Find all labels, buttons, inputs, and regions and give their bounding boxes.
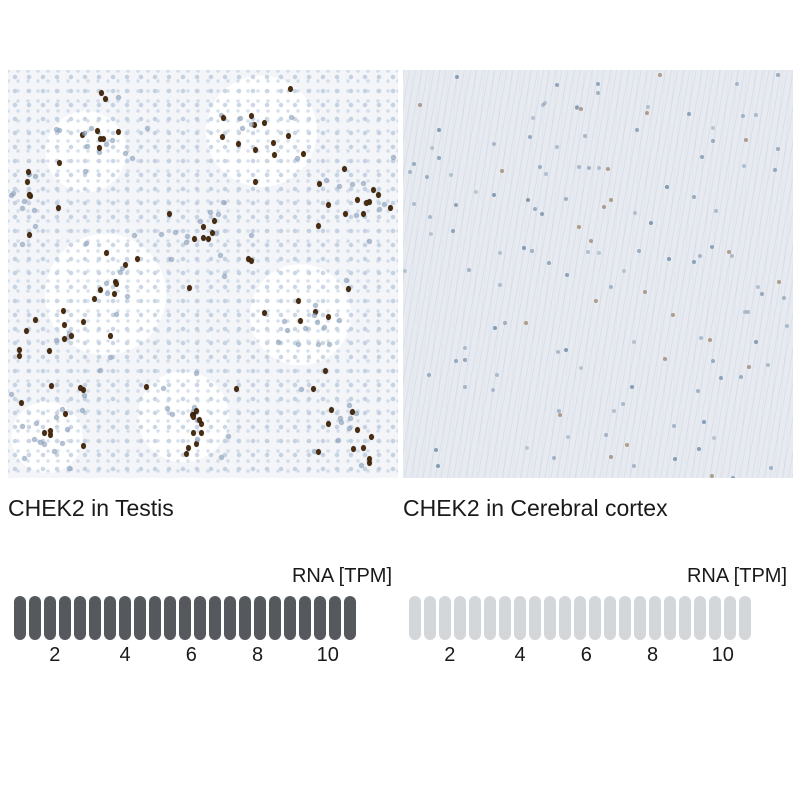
tpm-tick-testis-4: 4 xyxy=(119,644,130,667)
tpm-pill-testis-18[interactable] xyxy=(284,596,296,640)
tpm-pill-cerebral_cortex-18[interactable] xyxy=(679,596,691,640)
tpm-pill-testis-5[interactable] xyxy=(89,596,101,640)
tpm-pill-cerebral_cortex-20[interactable] xyxy=(709,596,721,640)
tpm-pill-testis-21[interactable] xyxy=(329,596,341,640)
tpm-pill-testis-22[interactable] xyxy=(344,596,356,640)
tpm-pill-testis-10[interactable] xyxy=(164,596,176,640)
tpm-pill-testis-17[interactable] xyxy=(269,596,281,640)
tpm-pill-testis-7[interactable] xyxy=(119,596,131,640)
tpm-pill-cerebral_cortex-21[interactable] xyxy=(724,596,736,640)
tpm-pill-testis-20[interactable] xyxy=(314,596,326,640)
tpm-pill-cerebral_cortex-15[interactable] xyxy=(634,596,646,640)
tpm-tick-labels-cortex: 2 4 6 8 10 xyxy=(403,644,793,670)
rna-tpm-block-cortex: RNA [TPM] 2 4 6 8 10 xyxy=(403,565,793,670)
tpm-pill-testis-16[interactable] xyxy=(254,596,266,640)
tpm-pill-testis-3[interactable] xyxy=(59,596,71,640)
rna-tpm-block-testis: RNA [TPM] 2 4 6 8 10 xyxy=(8,565,398,670)
tpm-pill-testis-4[interactable] xyxy=(74,596,86,640)
tpm-pill-cerebral_cortex-5[interactable] xyxy=(484,596,496,640)
tpm-pill-cerebral_cortex-1[interactable] xyxy=(424,596,436,640)
tpm-pill-testis-6[interactable] xyxy=(104,596,116,640)
tpm-pill-cerebral_cortex-14[interactable] xyxy=(619,596,631,640)
tpm-pill-bar-cortex[interactable] xyxy=(403,596,793,640)
cerebral-cortex-tissue-texture xyxy=(403,70,793,478)
testis-tissue-texture xyxy=(8,70,398,478)
tpm-pill-testis-1[interactable] xyxy=(29,596,41,640)
tpm-pill-testis-2[interactable] xyxy=(44,596,56,640)
tpm-tick-cerebral_cortex-2: 2 xyxy=(444,644,455,667)
tpm-pill-cerebral_cortex-16[interactable] xyxy=(649,596,661,640)
tpm-tick-testis-2: 2 xyxy=(49,644,60,667)
tpm-tick-testis-6: 6 xyxy=(186,644,197,667)
tpm-pill-testis-14[interactable] xyxy=(224,596,236,640)
tpm-pill-cerebral_cortex-2[interactable] xyxy=(439,596,451,640)
tpm-pill-cerebral_cortex-4[interactable] xyxy=(469,596,481,640)
tpm-pill-testis-11[interactable] xyxy=(179,596,191,640)
tpm-pill-cerebral_cortex-0[interactable] xyxy=(409,596,421,640)
tpm-pill-testis-12[interactable] xyxy=(194,596,206,640)
tpm-pill-testis-9[interactable] xyxy=(149,596,161,640)
tpm-pill-cerebral_cortex-19[interactable] xyxy=(694,596,706,640)
cerebral-cortex-histology-image xyxy=(403,70,793,478)
tpm-pill-cerebral_cortex-10[interactable] xyxy=(559,596,571,640)
tpm-pill-cerebral_cortex-22[interactable] xyxy=(739,596,751,640)
tpm-pill-cerebral_cortex-8[interactable] xyxy=(529,596,541,640)
tpm-tick-testis-8: 8 xyxy=(252,644,263,667)
tpm-pill-cerebral_cortex-9[interactable] xyxy=(544,596,556,640)
tpm-pill-cerebral_cortex-12[interactable] xyxy=(589,596,601,640)
panel-title-testis: CHEK2 in Testis xyxy=(8,495,398,522)
tpm-pill-cerebral_cortex-3[interactable] xyxy=(454,596,466,640)
rna-tpm-label-testis: RNA [TPM] xyxy=(8,565,398,588)
tpm-tick-testis-10: 10 xyxy=(317,644,339,667)
tpm-tick-cerebral_cortex-4: 4 xyxy=(514,644,525,667)
tpm-tick-labels-testis: 2 4 6 8 10 xyxy=(8,644,398,670)
tpm-pill-testis-15[interactable] xyxy=(239,596,251,640)
tpm-pill-testis-8[interactable] xyxy=(134,596,146,640)
tpm-tick-cerebral_cortex-8: 8 xyxy=(647,644,658,667)
panel-title-cortex: CHEK2 in Cerebral cortex xyxy=(403,495,793,522)
tpm-pill-testis-13[interactable] xyxy=(209,596,221,640)
tpm-pill-cerebral_cortex-7[interactable] xyxy=(514,596,526,640)
testis-histology-image xyxy=(8,70,398,478)
tpm-pill-testis-0[interactable] xyxy=(14,596,26,640)
tpm-tick-cerebral_cortex-6: 6 xyxy=(581,644,592,667)
tpm-tick-cerebral_cortex-10: 10 xyxy=(712,644,734,667)
tpm-pill-cerebral_cortex-17[interactable] xyxy=(664,596,676,640)
tpm-pill-cerebral_cortex-13[interactable] xyxy=(604,596,616,640)
rna-tpm-label-cortex: RNA [TPM] xyxy=(403,565,793,588)
tpm-pill-cerebral_cortex-6[interactable] xyxy=(499,596,511,640)
tpm-pill-cerebral_cortex-11[interactable] xyxy=(574,596,586,640)
tpm-pill-testis-19[interactable] xyxy=(299,596,311,640)
tpm-pill-bar-testis[interactable] xyxy=(8,596,398,640)
